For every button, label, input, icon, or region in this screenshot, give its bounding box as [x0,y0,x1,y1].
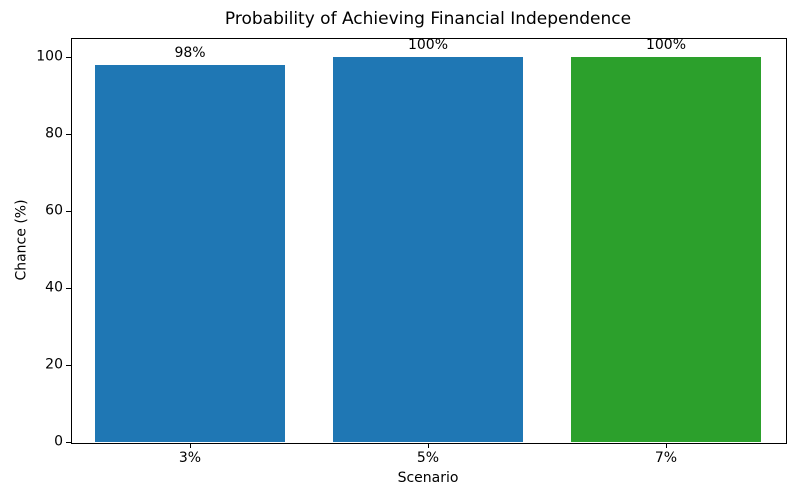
y-tick-mark [66,287,71,289]
bar-3% [94,64,286,442]
bar-7% [570,57,762,442]
y-tick-mark [66,441,71,443]
y-tick-label: 20 [45,356,63,373]
y-tick-mark [66,364,71,366]
x-tick-mark [427,443,429,448]
x-tick-label: 5% [416,450,440,466]
y-tick-label: 100 [36,48,63,65]
bar-value-label: 100% [407,37,449,54]
bar-value-label: 98% [174,44,206,61]
y-tick-mark [66,210,71,212]
y-tick-label: 60 [45,202,63,219]
y-tick-mark [66,56,71,58]
y-tick-label: 0 [54,433,63,450]
bar-5% [332,57,524,442]
x-tick-label: 7% [654,450,678,466]
x-tick-mark [189,443,191,448]
y-tick-mark [66,133,71,135]
x-tick-mark [665,443,667,448]
y-axis-label: Chance (%) [13,199,30,281]
bar-value-label: 100% [645,37,687,54]
y-tick-label: 40 [45,279,63,296]
y-tick-label: 80 [45,125,63,142]
x-tick-label: 3% [178,450,202,466]
x-axis-label: Scenario [397,470,459,486]
chart-title: Probability of Achieving Financial Indep… [224,9,632,29]
